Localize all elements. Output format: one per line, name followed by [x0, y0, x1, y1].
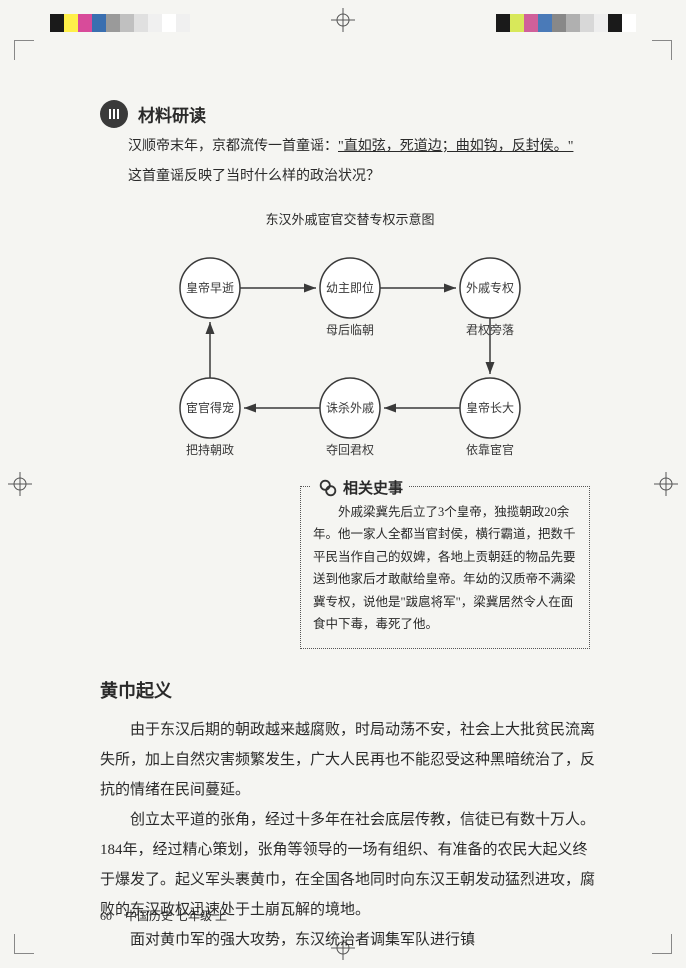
material-text: 汉顺帝末年，京都流传一首童谣："直如弦，死道边；曲如钩，反封侯。"	[100, 134, 600, 161]
sidebar-title: 相关史事	[343, 475, 403, 502]
svg-text:幼主即位: 幼主即位	[326, 280, 374, 295]
crop-mark	[652, 40, 672, 60]
svg-text:皇帝早逝: 皇帝早逝	[186, 280, 234, 295]
section-heading: 黄巾起义	[100, 677, 600, 703]
svg-text:母后临朝: 母后临朝	[326, 323, 374, 337]
cycle-diagram: 东汉外戚宦官交替专权示意图 皇帝早逝 幼主即位母后临朝 外戚专权君权旁落皇帝长大依靠…	[140, 209, 560, 468]
sidebar-box: 相关史事 外戚梁冀先后立了3个皇帝，独揽朝政20余年。他一家人全都当官封侯，横行…	[300, 486, 590, 649]
diagram-svg: 皇帝早逝 幼主即位母后临朝 外戚专权君权旁落皇帝长大依靠宦官 诛杀外戚夺回君权 宦官得宠…	[150, 238, 550, 468]
svg-text:宦官得宠: 宦官得宠	[186, 400, 234, 415]
crop-mark	[14, 934, 34, 954]
svg-text:依靠宦官: 依靠宦官	[466, 442, 514, 457]
registration-mark	[654, 472, 678, 496]
registration-mark	[331, 8, 355, 32]
section-title: 材料研读	[138, 107, 206, 126]
page-footer: 60 中国历史 七年级 上	[100, 907, 227, 924]
paragraph: 面对黄巾军的强大攻势，东汉统治者调集军队进行镇	[100, 925, 600, 955]
sidebar-body: 外戚梁冀先后立了3个皇帝，独揽朝政20余年。他一家人全都当官封侯，横行霸道，把数…	[313, 501, 577, 636]
sidebar-header: 相关史事	[311, 475, 409, 502]
section-icon	[100, 100, 128, 128]
registration-mark	[8, 472, 32, 496]
link-icon	[317, 477, 339, 499]
color-bar-right	[496, 14, 636, 32]
svg-text:诛杀外戚: 诛杀外戚	[326, 400, 374, 415]
page-content: 材料研读 汉顺帝末年，京都流传一首童谣："直如弦，死道边；曲如钩，反封侯。" 这…	[100, 100, 600, 955]
color-bar-left	[50, 14, 190, 32]
crop-mark	[652, 934, 672, 954]
svg-text:皇帝长大: 皇帝长大	[466, 400, 514, 415]
crop-mark	[14, 40, 34, 60]
diagram-title: 东汉外戚宦官交替专权示意图	[140, 209, 560, 228]
book-title: 中国历史 七年级 上	[125, 909, 227, 923]
material-quote: "直如弦，死道边；曲如钩，反封侯。"	[338, 139, 573, 154]
page-number: 60	[100, 909, 112, 923]
material-section: 材料研读 汉顺帝末年，京都流传一首童谣："直如弦，死道边；曲如钩，反封侯。" 这…	[100, 100, 600, 185]
paragraph: 由于东汉后期的朝政越来越腐败，时局动荡不安，社会上大批贫民流离失所，加上自然灾害…	[100, 715, 600, 805]
svg-text:夺回君权: 夺回君权	[326, 443, 374, 457]
material-intro: 汉顺帝末年，京都流传一首童谣：	[128, 139, 338, 154]
svg-text:外戚专权: 外戚专权	[466, 280, 514, 295]
svg-text:君权旁落: 君权旁落	[466, 322, 514, 337]
svg-text:把持朝政: 把持朝政	[186, 442, 234, 457]
material-question: 这首童谣反映了当时什么样的政治状况？	[100, 165, 600, 185]
